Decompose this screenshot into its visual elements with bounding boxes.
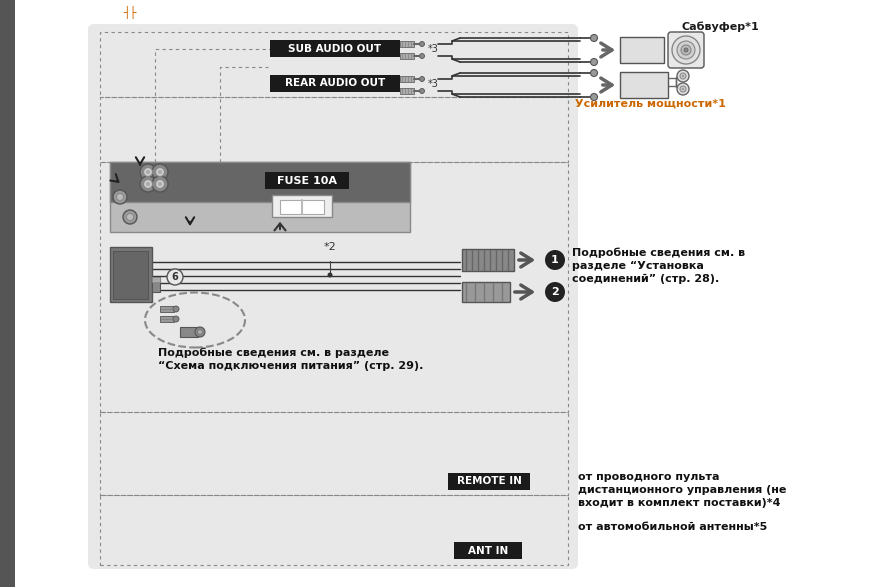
FancyBboxPatch shape bbox=[668, 32, 704, 68]
Text: Сабвуфер*1: Сабвуфер*1 bbox=[681, 22, 759, 32]
FancyBboxPatch shape bbox=[270, 75, 400, 92]
Circle shape bbox=[146, 170, 150, 174]
FancyBboxPatch shape bbox=[152, 277, 160, 282]
Text: SUB AUDIO OUT: SUB AUDIO OUT bbox=[288, 43, 382, 53]
FancyBboxPatch shape bbox=[400, 76, 414, 82]
Circle shape bbox=[156, 167, 165, 177]
FancyBboxPatch shape bbox=[265, 172, 349, 189]
Circle shape bbox=[419, 42, 425, 46]
Text: от проводного пульта
дистанционного управления (не
входит в комплект поставки)*4: от проводного пульта дистанционного упра… bbox=[578, 472, 787, 508]
Circle shape bbox=[590, 93, 597, 100]
Circle shape bbox=[545, 282, 565, 302]
Circle shape bbox=[156, 180, 165, 188]
Circle shape bbox=[152, 164, 168, 180]
Text: Подробные сведения см. в
разделе “Установка
соединений” (стр. 28).: Подробные сведения см. в разделе “Устано… bbox=[572, 247, 745, 284]
FancyBboxPatch shape bbox=[400, 88, 414, 94]
FancyBboxPatch shape bbox=[110, 162, 410, 202]
Text: FUSE 10A: FUSE 10A bbox=[277, 176, 337, 185]
FancyBboxPatch shape bbox=[400, 41, 414, 47]
Text: от автомобильной антенны*5: от автомобильной антенны*5 bbox=[578, 522, 767, 532]
FancyBboxPatch shape bbox=[15, 0, 890, 27]
Circle shape bbox=[682, 88, 684, 90]
Circle shape bbox=[140, 164, 156, 180]
Circle shape bbox=[195, 327, 205, 337]
Circle shape bbox=[677, 70, 689, 82]
Circle shape bbox=[590, 59, 597, 66]
Circle shape bbox=[682, 75, 684, 77]
FancyBboxPatch shape bbox=[270, 40, 400, 57]
Circle shape bbox=[590, 35, 597, 42]
FancyBboxPatch shape bbox=[272, 195, 332, 217]
Circle shape bbox=[680, 86, 686, 92]
FancyBboxPatch shape bbox=[88, 24, 578, 569]
FancyBboxPatch shape bbox=[462, 249, 514, 271]
FancyBboxPatch shape bbox=[152, 277, 160, 292]
Circle shape bbox=[158, 182, 162, 186]
Text: ANT IN: ANT IN bbox=[468, 545, 508, 555]
Circle shape bbox=[419, 53, 425, 59]
Text: REAR AUDIO OUT: REAR AUDIO OUT bbox=[285, 79, 385, 89]
FancyBboxPatch shape bbox=[113, 251, 148, 299]
Circle shape bbox=[677, 83, 689, 95]
Text: *3: *3 bbox=[428, 44, 439, 54]
Circle shape bbox=[173, 306, 179, 312]
Circle shape bbox=[328, 272, 333, 278]
Circle shape bbox=[152, 176, 168, 192]
Text: *2: *2 bbox=[324, 242, 336, 252]
Circle shape bbox=[545, 250, 565, 270]
Circle shape bbox=[672, 36, 700, 64]
FancyBboxPatch shape bbox=[462, 282, 510, 302]
Text: REMOTE IN: REMOTE IN bbox=[457, 477, 522, 487]
FancyBboxPatch shape bbox=[448, 473, 530, 490]
FancyBboxPatch shape bbox=[110, 162, 410, 232]
FancyBboxPatch shape bbox=[180, 327, 198, 337]
FancyBboxPatch shape bbox=[620, 72, 668, 98]
Circle shape bbox=[684, 48, 688, 52]
FancyBboxPatch shape bbox=[400, 53, 414, 59]
FancyBboxPatch shape bbox=[280, 200, 324, 214]
Text: 6: 6 bbox=[172, 272, 178, 282]
Circle shape bbox=[126, 214, 134, 221]
FancyBboxPatch shape bbox=[454, 542, 522, 559]
Circle shape bbox=[146, 182, 150, 186]
Circle shape bbox=[590, 69, 597, 76]
Circle shape bbox=[681, 45, 691, 55]
Circle shape bbox=[143, 167, 152, 177]
Circle shape bbox=[113, 190, 127, 204]
Circle shape bbox=[419, 89, 425, 93]
Circle shape bbox=[680, 73, 686, 79]
Circle shape bbox=[140, 176, 156, 192]
FancyBboxPatch shape bbox=[620, 37, 664, 63]
Text: *3: *3 bbox=[428, 79, 439, 89]
FancyBboxPatch shape bbox=[160, 306, 174, 312]
Circle shape bbox=[419, 76, 425, 82]
Text: 1: 1 bbox=[551, 255, 559, 265]
Text: Подробные сведения см. в разделе
“Схема подключения питания” (стр. 29).: Подробные сведения см. в разделе “Схема … bbox=[158, 347, 424, 371]
Circle shape bbox=[143, 180, 152, 188]
Circle shape bbox=[158, 170, 162, 174]
Circle shape bbox=[198, 329, 203, 335]
FancyBboxPatch shape bbox=[160, 316, 174, 322]
FancyBboxPatch shape bbox=[0, 0, 15, 587]
FancyBboxPatch shape bbox=[110, 247, 152, 302]
Circle shape bbox=[677, 41, 695, 59]
Text: ┤├: ┤├ bbox=[123, 5, 137, 19]
Text: 2: 2 bbox=[551, 287, 559, 297]
Circle shape bbox=[167, 269, 183, 285]
Text: Усилитель мощности*1: Усилитель мощности*1 bbox=[575, 99, 725, 109]
Circle shape bbox=[173, 316, 179, 322]
Circle shape bbox=[123, 210, 137, 224]
Circle shape bbox=[117, 194, 124, 201]
